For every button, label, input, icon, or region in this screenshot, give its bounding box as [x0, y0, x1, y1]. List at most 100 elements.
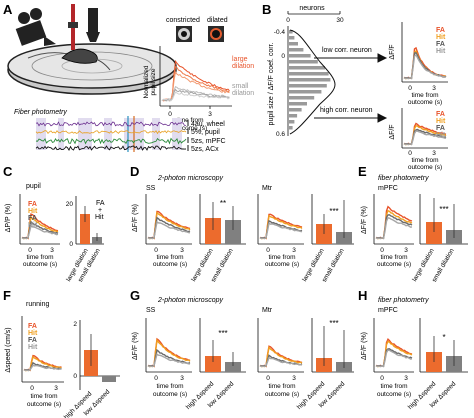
panel-b-y-tick-neg: -0.4: [274, 29, 286, 36]
panel-g-mtr-x-tick-3: 3: [292, 375, 296, 382]
panel-e-bars: [426, 198, 462, 244]
panel-h-y-label: ΔF/F (%): [361, 332, 368, 360]
response-trace: [23, 364, 62, 372]
panel-d-ss-trace-axes: [145, 194, 192, 245]
panel-g-ss-x-label-2: outcome (s): [153, 391, 187, 398]
panel-e-x-tick-0: 0: [380, 247, 384, 254]
panel-g-mtr-x-label-2: outcome (s): [265, 391, 299, 398]
panel-c-traces: [21, 213, 59, 240]
panel-h-title: fiber photometry: [378, 297, 429, 304]
histogram-bar: [289, 102, 307, 106]
panel-d-ss-x-tick-3: 3: [180, 247, 184, 254]
panel-b-bottom-y-label: ΔF/F: [389, 124, 396, 139]
panel-b-top-x-tick-0: 0: [408, 85, 412, 92]
panel-d-sub-ss: SS: [146, 185, 156, 192]
panel-g-mtr-trace-axes: [257, 318, 304, 373]
panel-b-top-axes: [401, 22, 448, 83]
pupil-label-constricted: constricted: [166, 17, 200, 24]
panel-g-mtr-x-tick-0: 0: [266, 375, 270, 382]
panel-b-y-tick-zero: 0: [281, 53, 285, 60]
panel-f-bar-low: [102, 376, 116, 382]
panel-letter-e: E: [358, 164, 367, 179]
panel-c-bar-label-fa: FA: [96, 200, 105, 207]
panel-d-mtr-stars: ***: [329, 207, 338, 216]
pupil-image-dilated: [208, 26, 224, 42]
panel-a-legend-large-2: dilation: [232, 63, 254, 70]
panel-letter-h: H: [358, 288, 367, 303]
panel-e-trace-axes: [373, 194, 414, 245]
panel-a-legend-small-1: small: [232, 83, 249, 90]
response-trace: [375, 349, 413, 368]
panel-g-ss-bar-high: [205, 356, 221, 372]
panel-letter-g: G: [130, 288, 140, 303]
panel-letter-c: C: [3, 164, 13, 179]
panel-letter-a: A: [3, 2, 13, 17]
panel-g-ss-x-label-1: time from: [156, 383, 183, 390]
panel-g-y-label: ΔF/F (%): [132, 332, 139, 360]
panel-d-ss-x-label-2: outcome (s): [153, 261, 187, 268]
mpfc-trace: [35, 137, 187, 145]
panel-g-ss-x-tick-0: 0: [154, 375, 158, 382]
panel-g-ss-trace-axes: [145, 318, 192, 373]
trace-label-pupil: 5%, pupil: [191, 129, 220, 136]
panel-f-x-tick-0: 0: [30, 385, 34, 392]
panel-g-ss-stars: ***: [218, 329, 227, 338]
panel-a-x-tick-0: 0: [168, 111, 172, 118]
panel-b-top-tick-30: 30: [336, 17, 344, 24]
panel-b-bottom-x-label-2: outcome (s): [408, 164, 442, 171]
panel-a-legend-small-2: dilation: [232, 90, 254, 97]
panel-a-pupil-traces: [161, 59, 230, 102]
histogram-bar: [289, 120, 295, 124]
panel-g-mtr-bars: [316, 326, 352, 372]
panel-f-bar-tick-2: 2: [73, 321, 77, 328]
panel-c-x-label-2: outcome (s): [23, 261, 57, 268]
panel-d-mtr-bars: [316, 200, 352, 244]
mouse-icon: [61, 48, 111, 71]
panel-d-sub-mtr: Mtr: [262, 185, 273, 192]
histogram-bar: [289, 42, 298, 46]
panel-b-low-corr-label: low corr. neuron: [322, 47, 372, 54]
panel-a-pupil-axes: [159, 46, 232, 109]
panel-b-bottom-legend-fa: FA: [436, 111, 445, 118]
panel-d-mtr-x-tick-3: 3: [292, 247, 296, 254]
panel-h-sub: mPFC: [378, 307, 398, 314]
panel-c-x-label-1: time from: [26, 254, 53, 261]
panel-c-legend-hit: Hit: [28, 208, 38, 215]
pupil-trace-line: [35, 130, 187, 135]
panel-b-high-corr-traces: [403, 122, 447, 146]
panel-a-x-label-1: time from: [176, 117, 203, 124]
panel-h-trace-axes: [373, 318, 414, 373]
panel-c-x-tick-3: 3: [50, 247, 54, 254]
panel-d-ss-stars: **: [220, 199, 226, 208]
panel-b-bottom-legend-fa-dark: FA: [436, 125, 445, 132]
panel-b-top-x-label-1: time from: [411, 92, 438, 99]
panel-b-bottom-axes: [401, 108, 448, 149]
panel-b-bottom-x-tick-3: 3: [432, 150, 436, 157]
panel-c-bar-label-plus: +: [98, 207, 102, 214]
panel-b-gaussian-fit: [289, 29, 336, 135]
trace-label-wheel: 4au, wheel: [191, 121, 225, 128]
panel-b-y-label: pupil size / ΔF/F coef. corr.: [268, 43, 275, 126]
response-trace: [259, 356, 302, 368]
panel-g-mtr-traces: [259, 345, 303, 368]
histogram-bar: [289, 90, 322, 94]
pupil-trace: [161, 70, 230, 102]
panel-e-sub: mPFC: [378, 185, 398, 192]
mouse-wheel-illustration: [7, 4, 177, 95]
panel-d-mtr-x-label-1: time from: [268, 254, 295, 261]
wheel-trace: [35, 121, 187, 127]
panel-f-bars: [84, 334, 116, 382]
histogram-bar: [289, 72, 329, 76]
panel-b-top-legend-fa: FA: [436, 27, 445, 34]
panel-h-traces: [375, 338, 413, 368]
panel-h-stars: *: [442, 333, 445, 342]
panel-g-sub-ss: SS: [146, 307, 156, 314]
panel-f-bar-tick-0: 0: [73, 373, 77, 380]
acx-trace: [35, 145, 187, 151]
trace-label-mpfc: 5zs, mPFC: [191, 138, 226, 145]
panel-c-legend-hit-dark: Hit: [28, 222, 38, 229]
histogram-bar: [289, 114, 298, 118]
pupil-image-constricted: [176, 26, 192, 42]
response-trace: [259, 222, 303, 240]
panel-d-ss-x-tick-0: 0: [154, 247, 158, 254]
